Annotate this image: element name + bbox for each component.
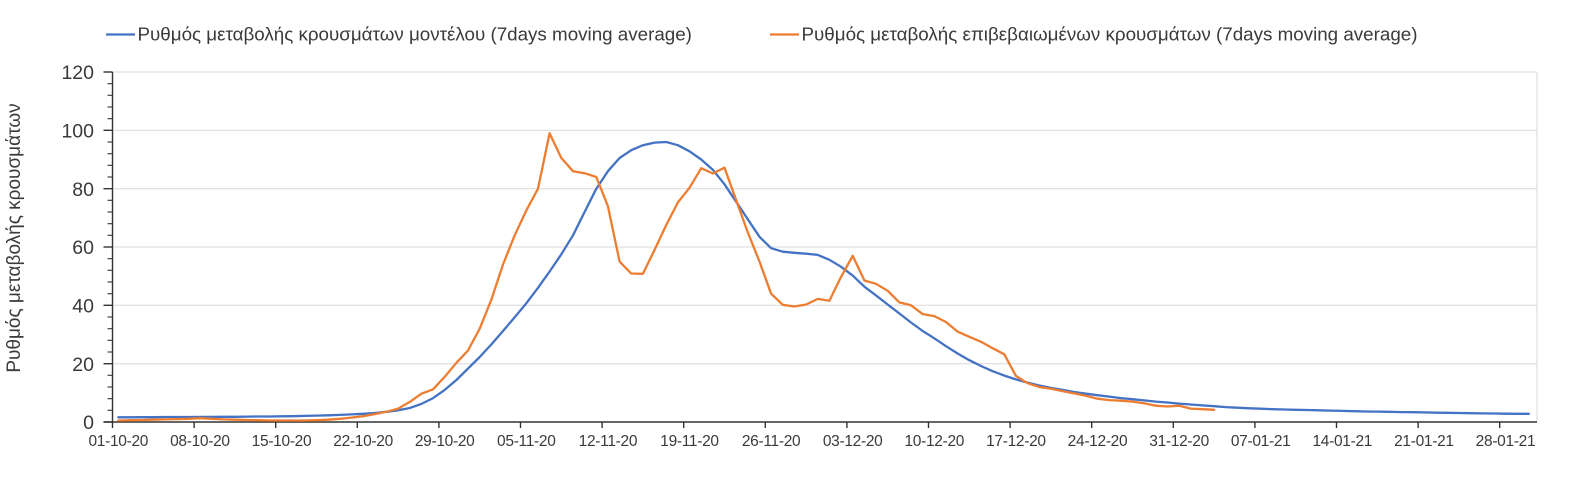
svg-text:26-11-20: 26-11-20 (742, 433, 801, 450)
svg-text:07-01-21: 07-01-21 (1231, 433, 1291, 450)
svg-text:29-10-20: 29-10-20 (415, 433, 475, 450)
svg-text:60: 60 (72, 237, 94, 259)
svg-text:20: 20 (72, 354, 94, 376)
svg-text:120: 120 (61, 62, 94, 84)
svg-text:15-10-20: 15-10-20 (252, 433, 312, 450)
svg-text:14-01-21: 14-01-21 (1312, 433, 1372, 450)
svg-text:100: 100 (61, 120, 94, 142)
svg-text:03-12-20: 03-12-20 (823, 433, 883, 450)
svg-text:21-01-21: 21-01-21 (1394, 433, 1454, 450)
svg-text:22-10-20: 22-10-20 (333, 433, 393, 450)
svg-text:19-11-20: 19-11-20 (660, 433, 719, 450)
svg-text:31-12-20: 31-12-20 (1149, 433, 1209, 450)
svg-text:08-10-20: 08-10-20 (170, 433, 230, 450)
svg-text:Ρυθμός μεταβολής επιβεβαιωμένω: Ρυθμός μεταβολής επιβεβαιωμένων κρουσμάτ… (802, 24, 1418, 45)
svg-text:28-01-21: 28-01-21 (1476, 433, 1536, 450)
svg-text:40: 40 (72, 295, 94, 317)
svg-text:05-11-20: 05-11-20 (497, 433, 556, 450)
svg-text:12-11-20: 12-11-20 (579, 433, 638, 450)
svg-text:0: 0 (83, 412, 94, 434)
svg-text:24-12-20: 24-12-20 (1068, 433, 1128, 450)
svg-text:80: 80 (72, 179, 94, 201)
svg-text:Ρυθμός μεταβολής κρουσμάτων: Ρυθμός μεταβολής κρουσμάτων (4, 103, 25, 372)
svg-text:10-12-20: 10-12-20 (904, 433, 964, 450)
svg-text:01-10-20: 01-10-20 (88, 433, 148, 450)
svg-text:17-12-20: 17-12-20 (986, 433, 1046, 450)
svg-text:Ρυθμός μεταβολής κρουσμάτων μο: Ρυθμός μεταβολής κρουσμάτων μοντέλου (7d… (138, 24, 692, 45)
